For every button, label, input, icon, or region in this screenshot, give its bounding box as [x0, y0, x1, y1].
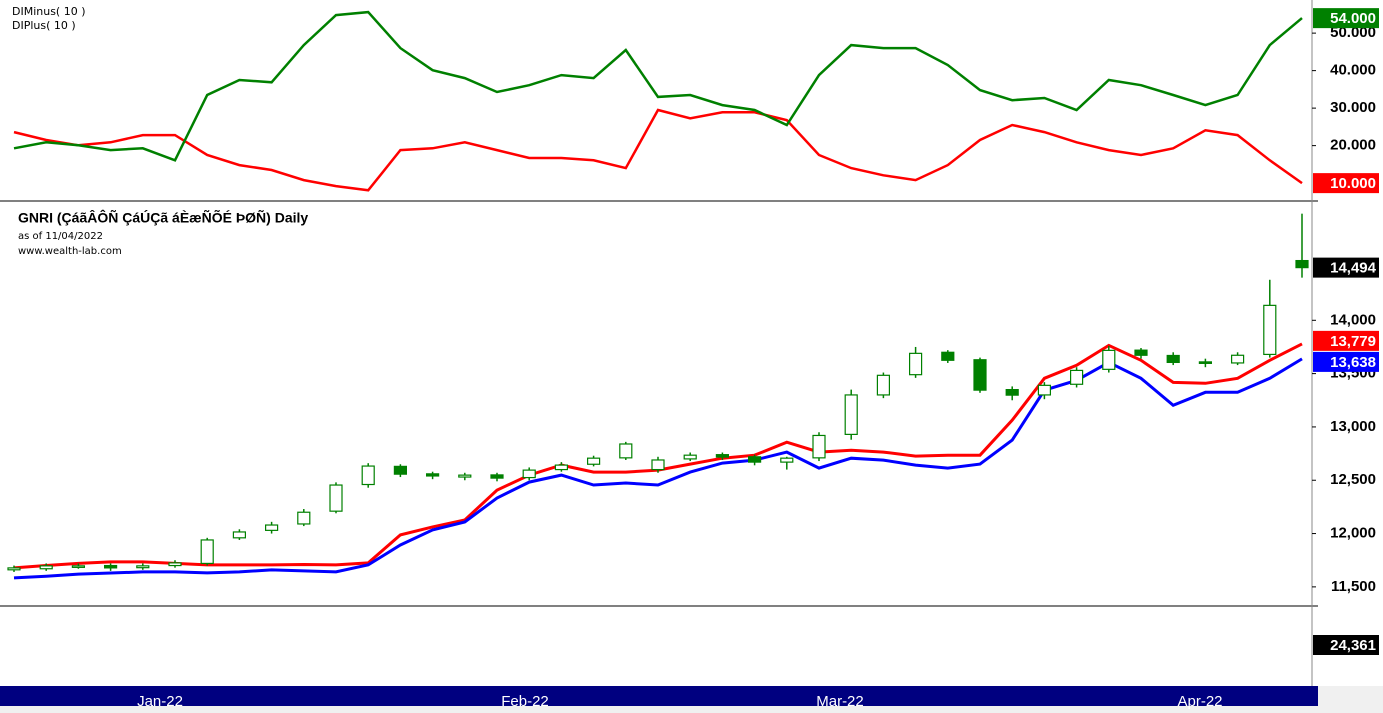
candle-body — [522, 469, 536, 479]
line — [13, 357, 1303, 580]
candle-body — [715, 454, 730, 458]
candle-body — [812, 434, 826, 459]
candle-body — [297, 511, 311, 525]
corner — [1318, 686, 1383, 713]
candle-body — [232, 531, 246, 539]
candle-body — [265, 524, 279, 531]
candle-body — [200, 539, 214, 565]
candle-body — [586, 457, 601, 465]
date-bar — [0, 686, 1318, 706]
value-badge — [1313, 330, 1379, 351]
value-badge-label: 14,494 — [1330, 260, 1377, 277]
candle-body — [426, 473, 440, 477]
value-badge — [1313, 257, 1379, 278]
candle-body — [1134, 349, 1148, 356]
candle-body — [1037, 384, 1052, 396]
candle-body — [1263, 304, 1277, 356]
x-tick-label: Mar-22 — [816, 693, 864, 710]
candle-body — [136, 565, 150, 569]
y-tick-label: 12,500 — [1330, 471, 1376, 488]
source: www.wealth-lab.com — [18, 246, 122, 257]
candle-body — [168, 562, 182, 567]
candle-body — [908, 352, 923, 376]
legend-entry: DIPlus( 10 ) — [12, 19, 76, 32]
value-badge-label: 24,361 — [1330, 637, 1376, 654]
y-tick-label: 11,500 — [1331, 578, 1376, 595]
y-tick-label: 50.000 — [1330, 24, 1376, 41]
candle-body — [1166, 354, 1180, 364]
y-tick-label: 14,000 — [1330, 311, 1376, 328]
candle-body — [329, 484, 343, 512]
x-tick-label: Apr-22 — [1177, 693, 1222, 710]
candle-body — [941, 351, 955, 361]
candle-body — [490, 474, 504, 479]
y-tick-label: 40.000 — [1330, 62, 1376, 79]
candle-body — [1230, 354, 1245, 364]
candle-body — [554, 464, 569, 471]
candle-body — [683, 454, 697, 460]
x-tick-label: Feb-22 — [501, 693, 549, 710]
value-badge-label: 13,638 — [1330, 354, 1376, 371]
value-badge-label: 13,779 — [1330, 333, 1376, 350]
candle-body — [39, 565, 53, 570]
candle-body — [844, 394, 858, 435]
candle-body — [973, 359, 987, 391]
candle-body — [1069, 369, 1084, 385]
value-badge-label: 10.000 — [1330, 175, 1376, 192]
line — [13, 108, 1303, 192]
x-tick-label: Jan-22 — [137, 693, 183, 710]
y-tick-label: 12,000 — [1330, 525, 1376, 542]
candle-body — [1295, 259, 1309, 269]
candle-body — [458, 474, 472, 478]
candle-body — [619, 443, 633, 459]
candle-body — [747, 456, 762, 463]
scrollbar — [0, 706, 1318, 713]
value-badge — [1313, 351, 1379, 372]
value-badge — [1313, 635, 1379, 655]
y-tick-label: 30.000 — [1330, 99, 1376, 116]
line — [13, 10, 1303, 162]
candle-body — [1005, 389, 1019, 396]
candle-body — [780, 457, 794, 463]
candle-body — [1102, 349, 1116, 370]
candle-body — [393, 465, 407, 475]
candle-body — [361, 465, 375, 486]
y-tick-label: 13,000 — [1330, 418, 1376, 435]
value-badge-label: 54.000 — [1330, 10, 1376, 27]
candle-body — [1198, 361, 1213, 364]
chart-title: GNRI (ÇáãÂÔÑ ÇáÚÇã áÈæÑÕÉ ÞØÑ) Daily — [18, 209, 308, 226]
legend-entry: DIMinus( 10 ) — [12, 5, 86, 18]
subtitle: as of 11/04/2022 — [18, 231, 103, 242]
y-tick-label: 20.000 — [1330, 137, 1376, 154]
candle-body — [7, 567, 21, 571]
value-badge — [1313, 173, 1379, 194]
value-badge — [1313, 8, 1379, 29]
candle-body — [71, 565, 86, 568]
candle-body — [651, 459, 665, 471]
candle-body — [876, 374, 891, 396]
candle-body — [103, 564, 118, 569]
